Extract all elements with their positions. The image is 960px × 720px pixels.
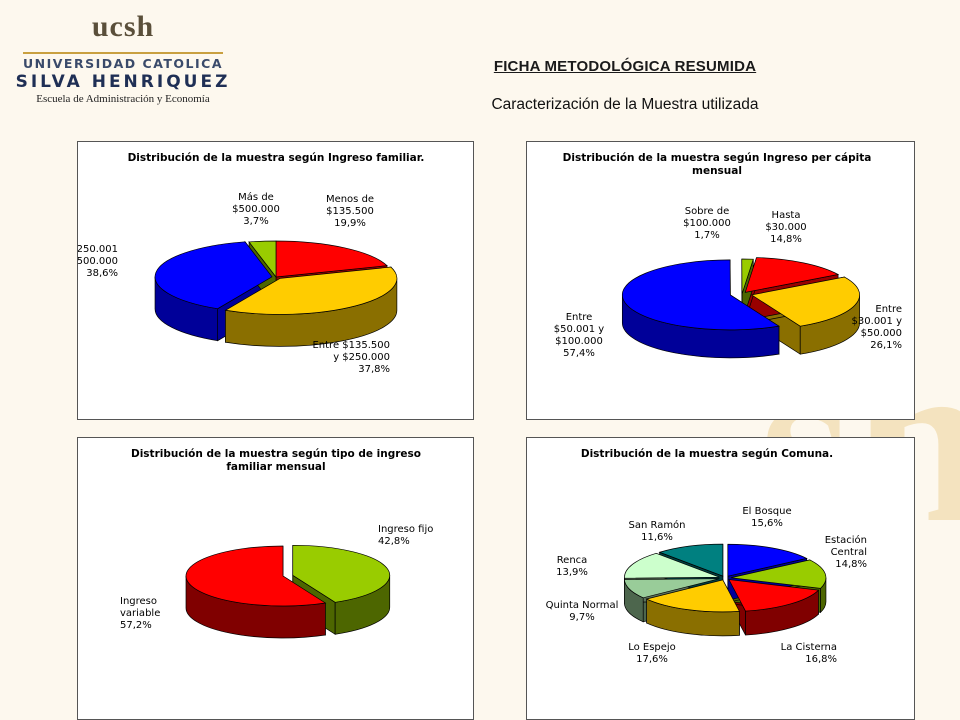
pie-slice: [750, 276, 860, 327]
pie-chart-comuna: Distribución de la muestra según Comuna.…: [546, 448, 867, 665]
pie-slice: [658, 543, 724, 577]
pie-chart-tipo-ingreso: Distribución de la muestra según tipo de…: [120, 448, 433, 639]
pie-slice-label: Sobre de $100.000 1,7%: [683, 206, 731, 241]
pie-slice-label: Renca 13,9%: [556, 555, 588, 578]
chart-title: Distribución de la muestra según Comuna.: [581, 448, 833, 460]
page-title: FICHA METODOLÓGICA RESUMIDA: [493, 58, 757, 75]
pie-slice-label: La Cisterna 16,8%: [781, 642, 837, 665]
chart-panel-2: Distribución de la muestra según Ingreso…: [526, 141, 915, 420]
chart-title: Distribución de la muestra según Ingreso…: [128, 152, 425, 164]
pie-slice: [624, 552, 720, 579]
logo-silva-text: SILVA HENRIQUEZ: [15, 72, 231, 92]
pie-chart-ingreso-familiar: Distribución de la muestra según Ingreso…: [78, 152, 425, 375]
page-subtitle: Caracterización de la Muestra utilizada: [491, 96, 759, 113]
pie-slice-label: Entre $50.001 y $100.000 57,4%: [554, 312, 605, 359]
pie-slice-label: Entre $135.500 y $250.000 37,8%: [312, 340, 390, 375]
university-logo: ucsh UNIVERSIDAD CATOLICA SILVA HENRIQUE…: [8, 10, 238, 105]
chart-title: Distribución de la muestra según Ingreso…: [563, 152, 872, 177]
chart-title: Distribución de la muestra según tipo de…: [131, 448, 421, 473]
pie-slice: [727, 543, 808, 577]
pie-slice: [645, 579, 740, 613]
pie-slice-label: Más de $500.000 3,7%: [232, 191, 280, 227]
pie-slice-label: Hasta $30.000 14,8%: [765, 210, 806, 245]
pie-slice-label: Menos de $135.500 19,9%: [326, 194, 374, 229]
chart-panel-1: Distribución de la muestra según Ingreso…: [77, 141, 474, 420]
logo-ucsh-text: ucsh: [91, 10, 155, 43]
pie-slice: [741, 258, 754, 295]
pie-slice: [623, 578, 720, 599]
chart-panel-4: Distribución de la muestra según Comuna.…: [526, 437, 915, 720]
pie-slice: [224, 266, 398, 315]
pie-slice: [185, 545, 327, 607]
logo-escuela-text: Escuela de Administración y Economía: [36, 93, 210, 105]
pie-slice: [275, 240, 388, 278]
pie-slice: [292, 544, 391, 603]
pie-slice-label: Ingreso fijo 42,8%: [378, 524, 433, 547]
pie-chart-ingreso-per-capita: Distribución de la muestra según Ingreso…: [554, 152, 903, 359]
pie-slice-label: San Ramón 11,6%: [628, 519, 685, 543]
pie-slice-label: Ingreso variable 57,2%: [120, 596, 160, 631]
pie-slice: [728, 579, 820, 612]
pie-slice-label: Quinta Normal 9,7%: [546, 600, 619, 623]
pie-slice-label: Entre $30.001 y $50.000 26,1%: [852, 304, 903, 351]
pie-slice-label: Estación Central 14,8%: [825, 534, 867, 570]
pie-slice-label: Lo Espejo 17,6%: [628, 642, 676, 665]
pie-slice: [248, 240, 277, 279]
logo-universidad-text: UNIVERSIDAD CATOLICA: [22, 52, 224, 71]
pie-slice: [622, 259, 780, 331]
pie-slice: [730, 559, 827, 589]
chart-panel-3: Distribución de la muestra según tipo de…: [77, 437, 474, 720]
pie-slice: [154, 241, 273, 310]
pie-slice: [744, 257, 840, 293]
pie-slice-label: El Bosque 15,6%: [742, 506, 791, 529]
